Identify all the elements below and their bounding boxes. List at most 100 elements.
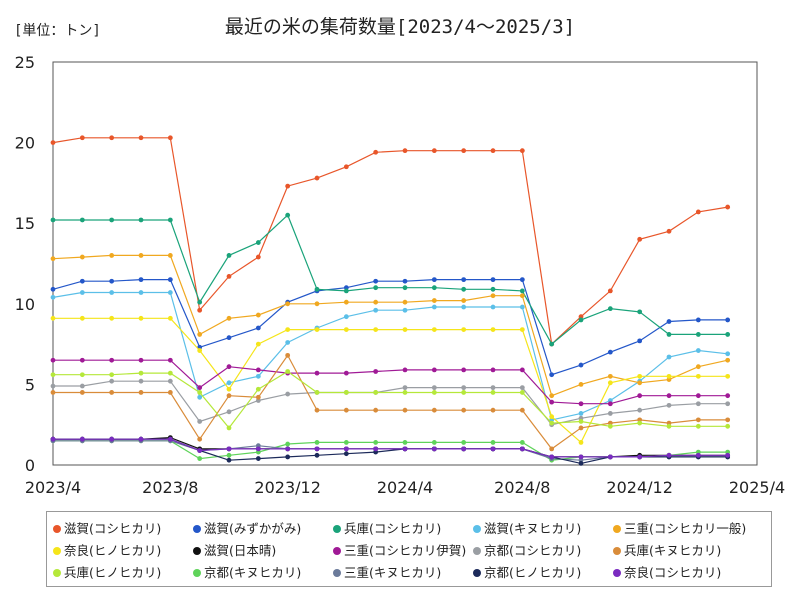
legend-marker bbox=[613, 569, 621, 577]
data-point bbox=[343, 299, 349, 305]
x-tick-label: 2024/4 bbox=[377, 478, 433, 497]
data-point bbox=[255, 456, 261, 461]
data-point bbox=[725, 332, 731, 337]
data-point bbox=[519, 148, 525, 154]
data-point bbox=[431, 440, 437, 445]
data-point bbox=[197, 390, 203, 395]
legend-marker bbox=[53, 569, 61, 577]
data-point bbox=[50, 383, 56, 389]
legend: 滋賀(コシヒカリ) 滋賀(みずかがみ) 兵庫(コシヒカリ) 滋賀(キヌヒカリ) 三重(コ… bbox=[46, 511, 772, 587]
data-point bbox=[695, 209, 701, 215]
series-line bbox=[52, 279, 728, 376]
series-line bbox=[53, 359, 728, 405]
y-tick-label: 10 bbox=[15, 295, 35, 314]
data-point bbox=[490, 304, 496, 310]
data-point bbox=[373, 390, 379, 395]
series-line bbox=[53, 380, 728, 426]
legend-item: 三重(コシヒカリ一般) bbox=[613, 518, 746, 537]
data-point bbox=[461, 304, 467, 310]
data-point bbox=[373, 369, 379, 374]
data-point bbox=[490, 293, 496, 299]
data-point bbox=[490, 327, 496, 332]
data-point bbox=[314, 407, 320, 413]
data-point bbox=[138, 277, 144, 283]
data-point bbox=[314, 440, 320, 445]
data-point bbox=[50, 217, 56, 223]
data-point bbox=[197, 394, 203, 400]
data-point bbox=[519, 288, 525, 294]
data-point bbox=[138, 370, 144, 376]
legend-label: 奈良(ヒノヒカリ) bbox=[64, 543, 162, 558]
data-point bbox=[549, 454, 555, 460]
data-point bbox=[314, 452, 320, 458]
data-point bbox=[79, 278, 85, 284]
series-line bbox=[53, 354, 728, 450]
series-15 bbox=[50, 436, 731, 460]
data-point bbox=[490, 385, 496, 391]
data-point bbox=[402, 307, 408, 313]
data-point bbox=[226, 335, 232, 341]
data-point bbox=[461, 277, 467, 283]
data-point bbox=[519, 277, 525, 283]
series-line bbox=[53, 438, 728, 458]
data-point bbox=[666, 228, 672, 234]
data-point bbox=[79, 372, 85, 378]
data-point bbox=[109, 436, 115, 442]
series-3 bbox=[50, 212, 731, 347]
data-point bbox=[607, 373, 613, 379]
data-point bbox=[285, 441, 291, 447]
series-line bbox=[53, 370, 728, 429]
data-point bbox=[226, 446, 232, 452]
data-point bbox=[285, 454, 291, 460]
legend-item: 京都(キヌヒカリ) bbox=[193, 562, 301, 581]
legend-marker bbox=[53, 525, 61, 533]
data-point bbox=[461, 390, 467, 395]
data-point bbox=[285, 212, 291, 218]
data-point bbox=[461, 148, 467, 154]
data-point bbox=[197, 348, 203, 353]
unit-label: [単位：トン] bbox=[14, 23, 101, 39]
data-point bbox=[255, 240, 261, 245]
data-point bbox=[373, 149, 379, 155]
legend-label: 兵庫(ヒノヒカリ) bbox=[64, 565, 162, 580]
data-point bbox=[725, 351, 731, 357]
legend-marker bbox=[333, 525, 341, 533]
legend-marker bbox=[193, 525, 201, 533]
data-point bbox=[197, 456, 203, 461]
data-point bbox=[79, 357, 85, 363]
legend-label: 京都(コシヒカリ) bbox=[484, 543, 582, 558]
data-point bbox=[725, 317, 731, 323]
data-point bbox=[637, 407, 643, 413]
data-point bbox=[578, 425, 584, 431]
data-point bbox=[79, 436, 85, 442]
legend-item: 滋賀(日本晴) bbox=[193, 540, 276, 559]
data-point bbox=[402, 278, 408, 284]
data-point bbox=[255, 394, 261, 400]
data-point bbox=[285, 369, 291, 374]
legend-marker bbox=[473, 525, 481, 533]
data-point bbox=[226, 452, 232, 458]
plot-area bbox=[52, 61, 758, 466]
data-point bbox=[109, 357, 115, 363]
data-point bbox=[79, 290, 85, 295]
data-point bbox=[197, 332, 203, 337]
data-point bbox=[549, 341, 555, 347]
data-point bbox=[578, 401, 584, 407]
legend-item: 滋賀(みずかがみ) bbox=[193, 518, 301, 537]
series-line bbox=[52, 291, 728, 421]
data-point bbox=[695, 423, 701, 429]
legend-item: 京都(ヒノヒカリ) bbox=[473, 562, 581, 581]
data-point bbox=[226, 253, 232, 258]
legend-item: 三重(コシヒカリ伊賀) bbox=[333, 540, 466, 559]
data-point bbox=[50, 256, 56, 262]
data-point bbox=[725, 417, 731, 423]
legend-label: 滋賀(キヌヒカリ) bbox=[484, 521, 582, 536]
data-point bbox=[314, 286, 320, 292]
data-point bbox=[285, 352, 291, 358]
series-lines bbox=[50, 135, 731, 466]
data-point bbox=[138, 135, 144, 141]
data-point bbox=[226, 409, 232, 415]
data-point bbox=[343, 314, 349, 320]
data-point bbox=[343, 407, 349, 413]
data-point bbox=[285, 183, 291, 189]
